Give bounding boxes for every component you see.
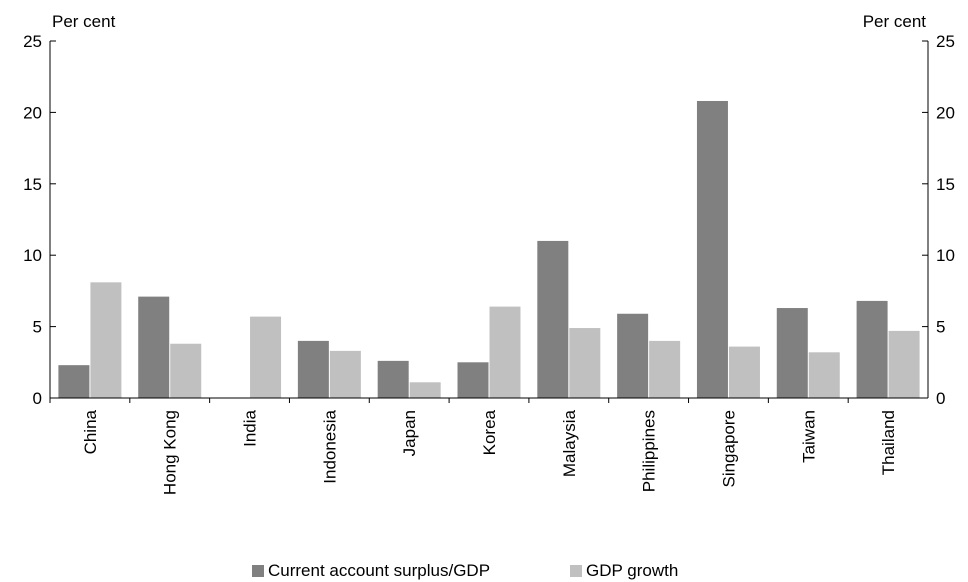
bar-current-account-hong-kong: [138, 296, 170, 398]
category-label-thailand: Thailand: [879, 410, 898, 475]
bar-current-account-china: [58, 365, 90, 398]
axis-ticks: 0 0 5 5 10 10 15 15 20 20 25 25: [23, 32, 955, 408]
category-label-singapore: Singapore: [719, 410, 738, 488]
left-y-tick-label: 10: [23, 246, 42, 265]
bar-gdp-growth-singapore: [728, 346, 760, 398]
category-label-malaysia: Malaysia: [560, 409, 579, 477]
right-y-tick-label: 25: [936, 32, 955, 51]
bar-gdp-growth-hong-kong: [170, 343, 202, 398]
left-y-tick-label: 20: [23, 103, 42, 122]
category-label-philippines: Philippines: [640, 410, 659, 492]
bar-gdp-growth-thailand: [888, 330, 920, 398]
category-label-japan: Japan: [400, 410, 419, 456]
category-label-china: China: [81, 409, 100, 454]
category-label-indonesia: Indonesia: [320, 409, 339, 483]
right-y-tick-label: 20: [936, 103, 955, 122]
bar-current-account-thailand: [856, 300, 888, 398]
legend-swatch-current-account: [252, 565, 264, 577]
legend-swatch-gdp-growth: [570, 565, 582, 577]
category-labels: China Hong Kong India Indonesia Japan Korea Ma…: [49, 398, 898, 495]
bars: [58, 100, 920, 398]
left-axis-unit: Per cent: [52, 12, 116, 31]
bar-gdp-growth-china: [90, 282, 122, 398]
bar-gdp-growth-indonesia: [329, 350, 361, 398]
legend: Current account surplus/GDP GDP growth: [252, 561, 678, 580]
category-label-korea: Korea: [480, 409, 499, 455]
bar-current-account-taiwan: [776, 308, 808, 398]
left-y-tick-label: 0: [33, 389, 42, 408]
left-y-tick-label: 5: [33, 318, 42, 337]
legend-label-current-account: Current account surplus/GDP: [268, 561, 490, 580]
right-y-tick-label: 5: [936, 318, 945, 337]
bar-current-account-indonesia: [297, 340, 329, 398]
category-label-taiwan: Taiwan: [799, 410, 818, 463]
bar-current-account-philippines: [617, 313, 649, 398]
bar-current-account-japan: [377, 360, 409, 398]
left-y-tick-label: 25: [23, 32, 42, 51]
right-y-tick-label: 15: [936, 175, 955, 194]
bar-current-account-korea: [457, 362, 489, 398]
bar-gdp-growth-malaysia: [569, 328, 601, 398]
left-y-tick-label: 15: [23, 175, 42, 194]
bar-gdp-growth-japan: [409, 382, 441, 398]
bar-current-account-malaysia: [537, 240, 569, 398]
right-y-tick-label: 10: [936, 246, 955, 265]
bar-current-account-singapore: [696, 100, 728, 398]
right-axis-unit: Per cent: [863, 12, 927, 31]
bar-gdp-growth-philippines: [649, 340, 681, 398]
bar-gdp-growth-korea: [489, 306, 521, 398]
category-label-hong-kong: Hong Kong: [161, 410, 180, 495]
bar-gdp-growth-india: [250, 316, 282, 398]
category-label-india: India: [241, 409, 260, 446]
right-y-tick-label: 0: [936, 389, 945, 408]
bar-gdp-growth-taiwan: [808, 352, 840, 398]
legend-label-gdp-growth: GDP growth: [586, 561, 678, 580]
